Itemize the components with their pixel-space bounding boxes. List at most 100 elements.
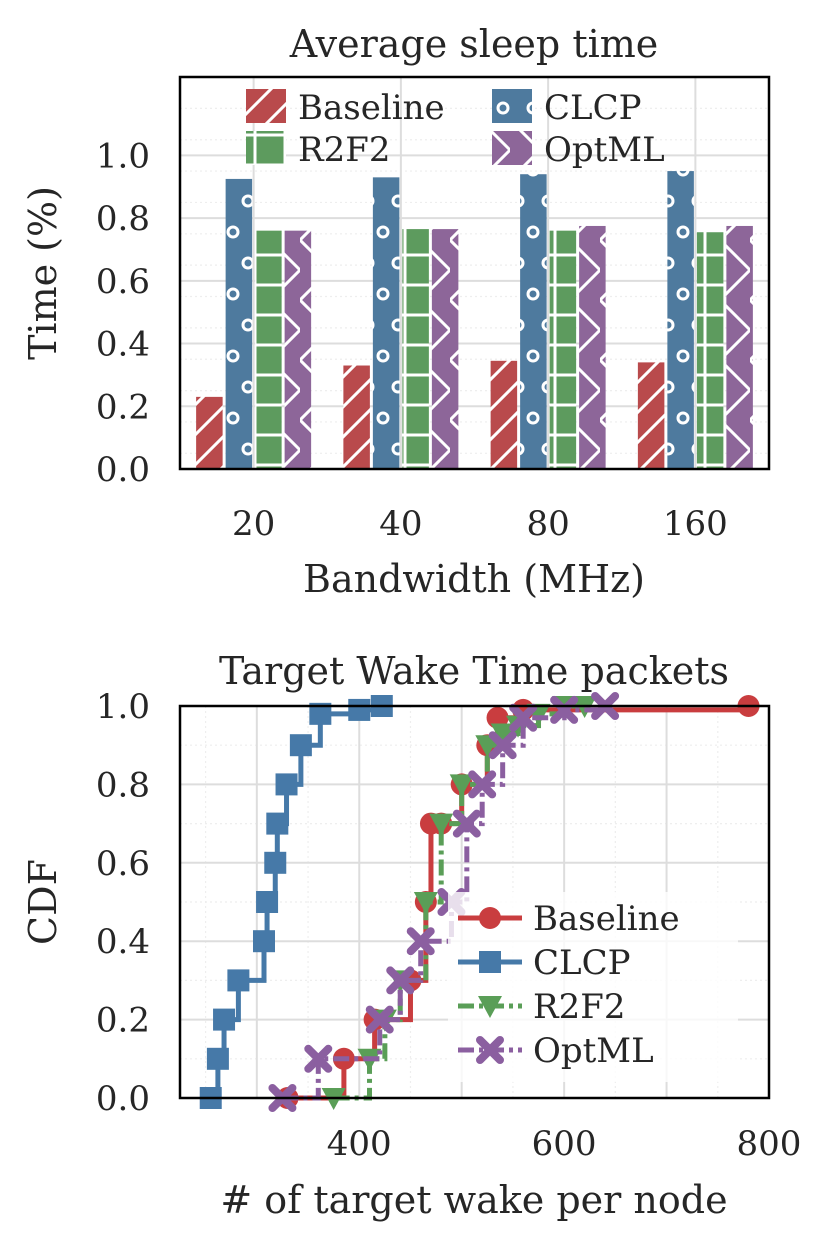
sleep-time-bar-chart: 0.0 0.2 0.4 0.6 0.8 1.0 20 40 80 160 Average sle… (21, 22, 771, 601)
bar-baseline-20 (196, 396, 223, 469)
bar-r2f2-160 (696, 232, 724, 469)
plot-frame (178, 75, 771, 471)
y-tick-label: 0.6 (96, 844, 150, 884)
y-tick-label: 0.0 (96, 450, 150, 490)
bar-optml-80 (579, 225, 606, 469)
x-tick-label: 600 (532, 1124, 597, 1164)
data-point (449, 774, 474, 797)
data-point (289, 734, 312, 757)
legend-label: Baseline (533, 899, 680, 939)
chart-title: Average sleep time (289, 22, 659, 66)
x-axis-label: Bandwidth (MHz) (303, 557, 645, 601)
x-tick-label: 160 (663, 504, 728, 544)
y-tick-label: 0.0 (96, 1079, 150, 1119)
x-tick-labels: 20 40 80 160 (232, 504, 728, 544)
legend-marker (478, 996, 502, 1018)
legend-item-optml: OptML (492, 130, 665, 170)
data-point (490, 723, 515, 746)
legend-swatch (492, 131, 532, 165)
data-point (486, 706, 509, 729)
bars (196, 171, 753, 470)
legend-swatch (246, 131, 286, 165)
chart-title: Target Wake Time packets (219, 649, 729, 693)
data-point (468, 770, 497, 799)
legend-label: R2F2 (533, 987, 625, 1027)
legend-marker (479, 951, 501, 973)
legend: Baseline CLCP R2F2 OptML (246, 88, 665, 170)
bar-clcp-20 (225, 178, 253, 470)
x-tick-label: 400 (327, 1124, 392, 1164)
y-tick-labels: 0.0 0.2 0.4 0.6 0.8 1.0 (96, 687, 150, 1119)
bar-optml-40 (431, 229, 459, 469)
data-point (413, 892, 438, 914)
data-point (252, 930, 275, 953)
y-tick-label: 1.0 (96, 687, 150, 727)
series-line (282, 706, 608, 1101)
bar-clcp-80 (520, 174, 547, 469)
bar-r2f2-20 (255, 230, 282, 469)
y-tick-label: 0.8 (96, 765, 150, 805)
y-tick-label: 0.4 (96, 325, 150, 365)
x-tick-labels: 400 600 800 (327, 1124, 802, 1164)
data-point (256, 891, 279, 913)
bar-r2f2-40 (402, 229, 429, 469)
y-tick-label: 0.6 (96, 262, 150, 302)
bar-baseline-40 (343, 365, 370, 469)
data-point (386, 966, 415, 995)
data-point (309, 702, 332, 725)
legend-swatch (492, 89, 532, 123)
bar-baseline-160 (637, 362, 665, 469)
legend-marker (476, 1036, 504, 1064)
legend-item-r2f2: R2F2 (246, 130, 390, 170)
data-point (509, 703, 538, 732)
bar-optml-160 (726, 225, 753, 469)
y-tick-labels: 0.0 0.2 0.4 0.6 0.8 1.0 (96, 136, 150, 490)
data-point (264, 851, 287, 874)
legend-marker (479, 907, 501, 929)
y-tick-label: 0.2 (96, 1001, 150, 1041)
series-lines (199, 692, 760, 1112)
plot-frame (178, 704, 771, 1100)
bar-optml-20 (284, 230, 312, 469)
data-point (227, 969, 250, 992)
x-tick-label: 20 (232, 504, 275, 544)
legend-label: R2F2 (298, 130, 390, 170)
y-axis-label: Time (%) (21, 186, 65, 360)
legend-label: OptML (544, 130, 665, 170)
y-tick-label: 0.8 (96, 199, 150, 239)
bar-clcp-160 (667, 171, 694, 469)
data-point (213, 1008, 236, 1031)
legend-swatch (246, 89, 286, 123)
legend-item-clcp: CLCP (458, 943, 630, 983)
legend-item-clcp: CLCP (492, 88, 641, 128)
data-point (206, 1047, 229, 1070)
bar-r2f2-80 (549, 230, 577, 469)
legend-label: OptML (533, 1031, 654, 1071)
y-tick-label: 0.2 (96, 387, 150, 427)
data-point (266, 812, 289, 835)
data-point (304, 1044, 333, 1073)
legend-label: CLCP (533, 943, 630, 983)
data-point (488, 731, 517, 760)
legend-label: Baseline (298, 88, 445, 128)
legend-item-r2f2: R2F2 (458, 987, 625, 1027)
bar-clcp-40 (372, 177, 400, 470)
x-tick-label: 80 (526, 504, 569, 544)
y-tick-label: 0.4 (96, 922, 150, 962)
twt-cdf-chart: 0.0 0.2 0.4 0.6 0.8 1.0 400 600 800 Target Wake… (21, 649, 801, 1222)
x-tick-label: 800 (737, 1124, 802, 1164)
data-point (550, 695, 579, 724)
y-axis-label: CDF (21, 859, 65, 945)
x-axis-label: # of target wake per node (220, 1178, 727, 1222)
data-point (406, 927, 435, 956)
bar-baseline-80 (490, 360, 518, 469)
data-point (348, 698, 371, 721)
y-tick-label: 1.0 (96, 136, 150, 176)
legend-item-optml: OptML (458, 1031, 654, 1071)
data-point (452, 809, 481, 838)
legend-label: CLCP (544, 88, 641, 128)
series-clcp (199, 695, 393, 1109)
legend-item-baseline: Baseline (246, 88, 445, 128)
data-point (365, 1005, 394, 1034)
